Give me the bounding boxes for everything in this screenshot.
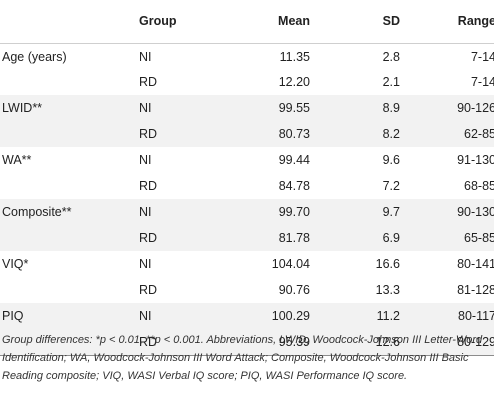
header-sd: SD <box>310 0 400 44</box>
cell-group: NI <box>139 101 152 115</box>
cell-sd: 7.2 <box>382 179 400 193</box>
cell-range: 80-141 <box>457 257 494 271</box>
cell-measure <box>0 121 139 147</box>
table-row: Age (years) NI 11.35 2.8 7-14 <box>0 43 494 69</box>
cell-sd: 2.1 <box>382 75 400 89</box>
cell-range: 80-129 <box>400 329 494 356</box>
cell-group: RD <box>139 75 158 89</box>
cell-mean: 84.78 <box>278 179 310 193</box>
cell-range: 90-126 <box>457 101 494 115</box>
cell-measure <box>0 225 139 251</box>
cell-mean: 100.29 <box>271 309 310 323</box>
header-group: Group <box>139 0 225 44</box>
cell-measure: WA** <box>2 153 32 167</box>
cell-measure: PIQ <box>2 309 24 323</box>
header-range: Range <box>400 0 494 44</box>
cell-mean: 12.20 <box>278 75 310 89</box>
table-row: WA** NI 99.44 9.6 91-130 <box>0 147 494 173</box>
cell-range: 68-85 <box>464 179 494 193</box>
cell-range: 81-128 <box>457 283 494 297</box>
cell-group: NI <box>139 153 152 167</box>
table-row: RD 90.76 13.3 81-128 <box>0 277 494 303</box>
cell-range: 7-14 <box>470 50 494 65</box>
cell-sd: 8.2 <box>382 127 400 141</box>
cell-range: 90-130 <box>457 205 494 219</box>
cell-sd: 8.9 <box>382 101 400 115</box>
cell-measure: Composite** <box>2 205 72 219</box>
table-row: VIQ* NI 104.04 16.6 80-141 <box>0 251 494 277</box>
table-row: RD 81.78 6.9 65-85 <box>0 225 494 251</box>
table-row: RD 95.39 12.6 80-129 <box>0 329 494 356</box>
cell-sd: 9.7 <box>382 205 400 219</box>
table-row: PIQ NI 100.29 11.2 80-117 <box>0 303 494 329</box>
cell-mean: 104.04 <box>271 257 310 271</box>
cell-mean: 99.55 <box>278 101 310 115</box>
cell-measure: LWID** <box>2 101 43 115</box>
cell-mean: 90.76 <box>278 283 310 297</box>
cell-group: RD <box>139 127 158 141</box>
cell-group: RD <box>139 283 158 297</box>
table-row: LWID** NI 99.55 8.9 90-126 <box>0 95 494 121</box>
cell-mean: 80.73 <box>278 127 310 141</box>
cell-sd: 16.6 <box>375 257 400 271</box>
cell-group: RD <box>139 329 225 356</box>
header-row: Group Mean SD Range <box>0 0 494 44</box>
cell-measure: Age (years) <box>2 50 67 65</box>
table-row: RD 84.78 7.2 68-85 <box>0 173 494 199</box>
cell-measure <box>0 173 139 199</box>
cell-group: RD <box>139 179 158 193</box>
cell-sd: 2.8 <box>382 50 400 65</box>
table-row: RD 12.20 2.1 7-14 <box>0 69 494 95</box>
cell-sd: 13.3 <box>375 283 400 297</box>
cell-range: 62-85 <box>464 127 494 141</box>
cell-measure: VIQ* <box>2 257 29 271</box>
cell-mean: 99.70 <box>278 205 310 219</box>
cell-measure <box>0 329 139 356</box>
cell-mean: 99.44 <box>278 153 310 167</box>
cell-range: 80-117 <box>458 309 494 323</box>
cell-measure <box>0 69 139 95</box>
cell-sd: 9.6 <box>382 153 400 167</box>
cell-group: RD <box>139 231 158 245</box>
cell-sd: 12.6 <box>310 329 400 356</box>
descriptive-statistics-table: Group Mean SD Range Age (years) NI 11.35… <box>0 0 494 356</box>
header-mean: Mean <box>225 0 310 44</box>
cell-group: NI <box>139 309 152 323</box>
cell-group: NI <box>139 50 152 65</box>
cell-sd: 6.9 <box>382 231 400 245</box>
cell-range: 65-85 <box>464 231 494 245</box>
cell-mean: 11.35 <box>279 50 310 65</box>
table-row: Composite** NI 99.70 9.7 90-130 <box>0 199 494 225</box>
cell-mean: 95.39 <box>225 329 310 356</box>
table-row: RD 80.73 8.2 62-85 <box>0 121 494 147</box>
table-footnote: Group differences: *p < 0.01, **p < 0.00… <box>2 334 483 382</box>
cell-range: 91-130 <box>457 153 494 167</box>
cell-mean: 81.78 <box>278 231 310 245</box>
cell-measure <box>0 277 139 303</box>
cell-group: NI <box>139 257 152 271</box>
cell-sd: 11.2 <box>376 309 400 323</box>
cell-range: 7-14 <box>470 75 494 89</box>
cell-group: NI <box>139 205 152 219</box>
header-measure <box>0 0 139 44</box>
